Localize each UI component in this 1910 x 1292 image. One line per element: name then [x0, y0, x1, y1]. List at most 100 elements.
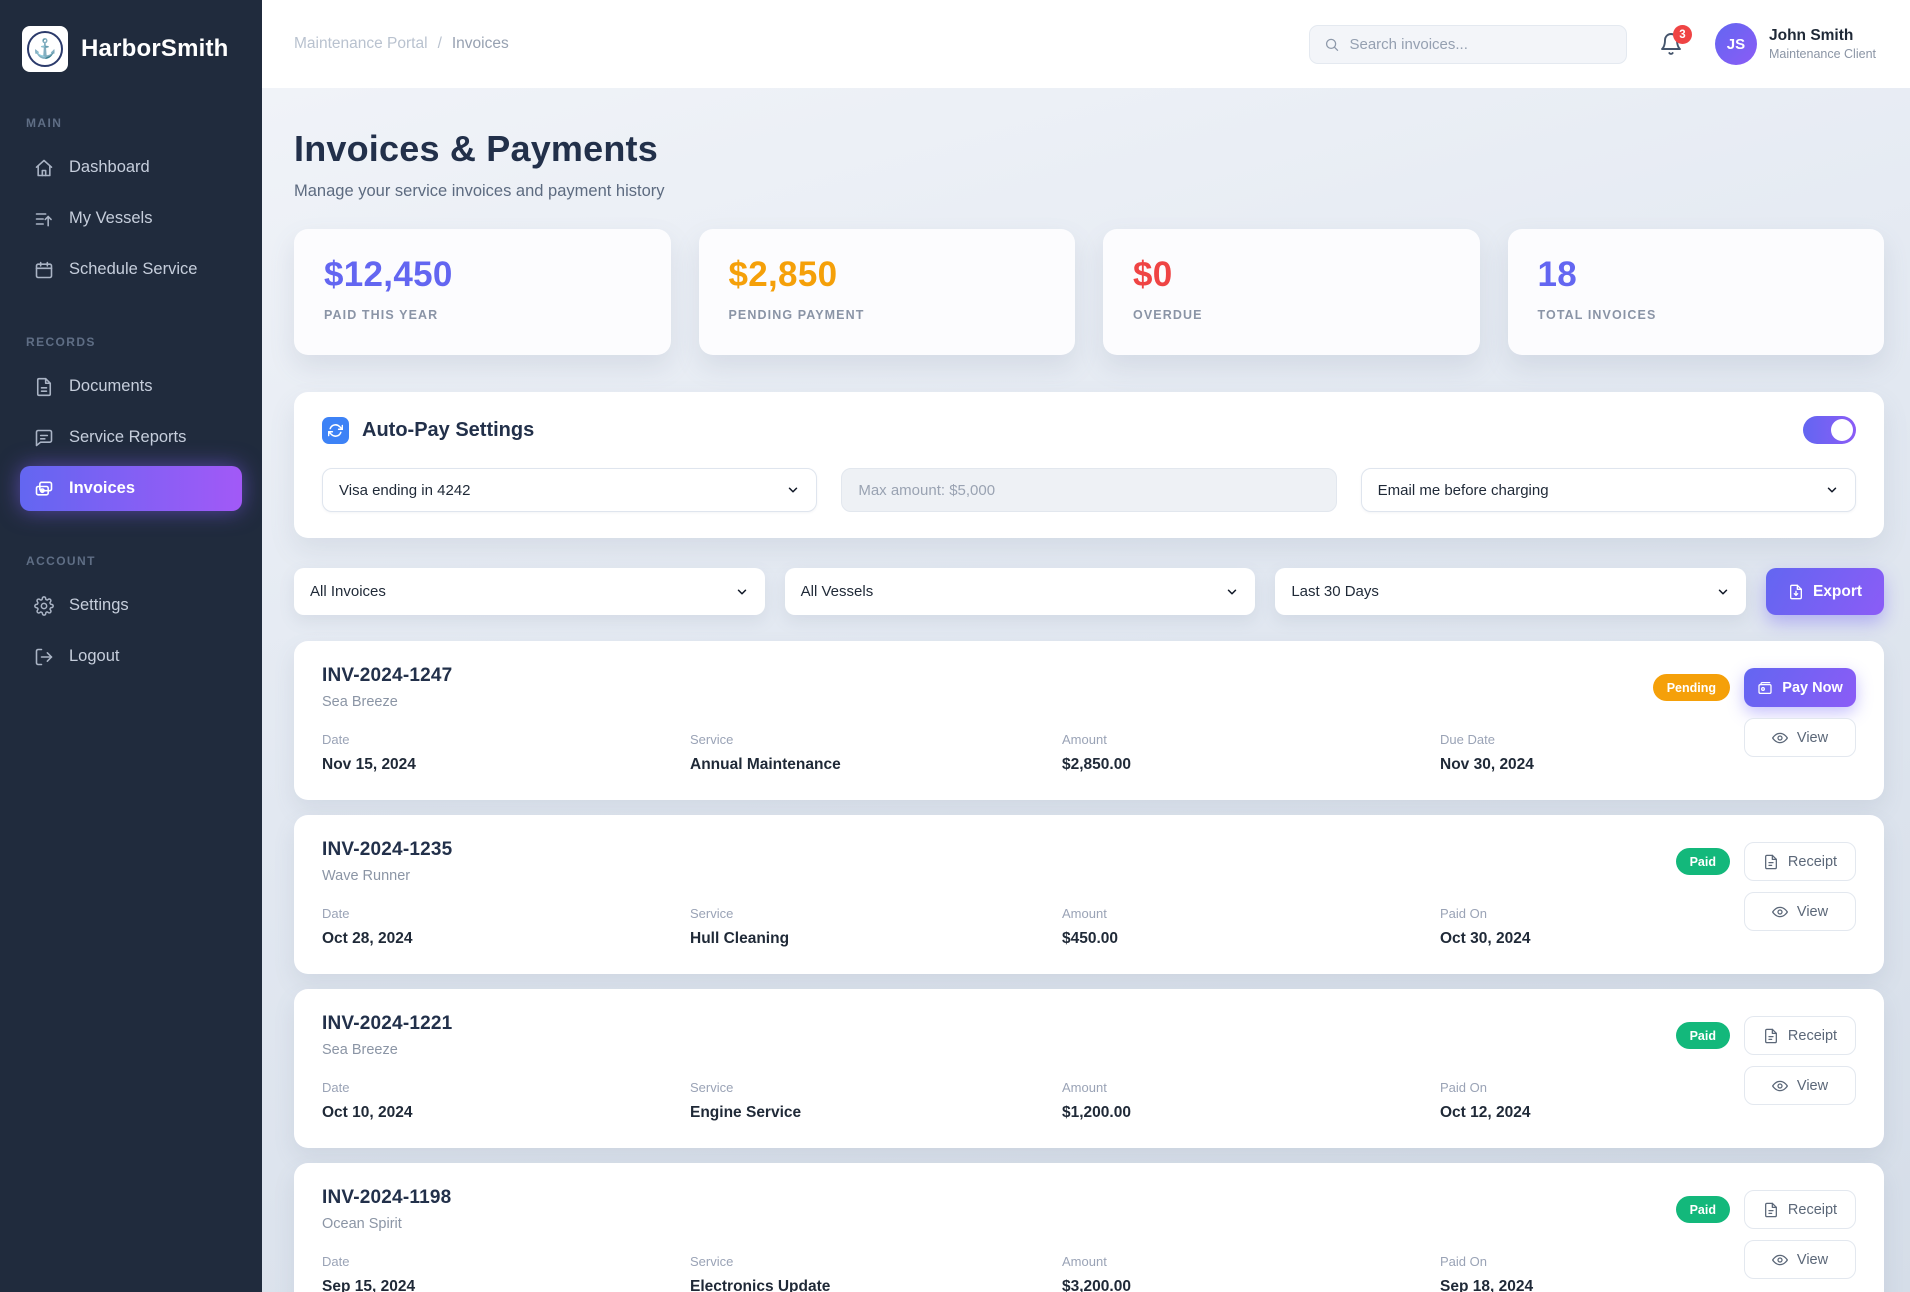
- autopay-sync-icon: [322, 416, 349, 444]
- view-button[interactable]: View: [1744, 718, 1856, 757]
- due-date-label: Due Date: [1440, 732, 1495, 747]
- receipt-button[interactable]: Receipt: [1744, 1016, 1856, 1055]
- invoice-id: INV-2024-1235: [322, 839, 453, 860]
- sidebar-item-label: Invoices: [69, 479, 136, 497]
- view-label: View: [1796, 729, 1829, 746]
- view-label: View: [1796, 1077, 1829, 1094]
- payment-method-value: Visa ending in 4242: [339, 481, 471, 499]
- view-button[interactable]: View: [1744, 1066, 1856, 1105]
- sidebar-item-label: Documents: [69, 377, 153, 395]
- amount-value: $450.00: [1062, 930, 1119, 947]
- receipt-label: Receipt: [1787, 853, 1838, 870]
- status-badge: Paid: [1675, 1196, 1730, 1223]
- receipt-button[interactable]: Receipt: [1744, 1190, 1856, 1229]
- nav-section-account: ACCOUNT: [26, 554, 96, 568]
- max-amount-field[interactable]: [858, 481, 1320, 499]
- due-date-value: Nov 30, 2024: [1440, 756, 1534, 773]
- sidebar-item-settings[interactable]: Settings: [20, 583, 242, 628]
- sidebar: ⚓ HarborSmith MAIN Dashboard My Vessels …: [0, 0, 262, 1292]
- breadcrumb-current: Invoices: [451, 35, 509, 52]
- invoice-filter-select[interactable]: All Invoices: [294, 568, 765, 615]
- date-value: Sep 15, 2024: [322, 1278, 416, 1292]
- search-input[interactable]: [1349, 35, 1612, 53]
- anchor-icon: ⚓: [27, 31, 63, 67]
- chevron-down-icon: [789, 487, 798, 493]
- date-label: Date: [322, 1080, 350, 1095]
- payment-method-select[interactable]: Visa ending in 4242: [322, 468, 818, 512]
- stat-label: TOTAL INVOICES: [1537, 308, 1657, 322]
- invoice-filter-value: All Invoices: [310, 583, 386, 600]
- nav-section-main: MAIN: [26, 116, 63, 130]
- eye-icon: [1771, 1080, 1788, 1091]
- status-badge: Paid: [1675, 1022, 1730, 1049]
- sidebar-item-logout[interactable]: Logout: [20, 634, 242, 679]
- stat-value: $0: [1133, 255, 1173, 294]
- sidebar-item-label: Dashboard: [69, 158, 150, 176]
- avatar: JS: [1714, 23, 1757, 65]
- autopay-toggle[interactable]: [1803, 416, 1856, 444]
- date-filter-select[interactable]: Last 30 Days: [1275, 568, 1747, 615]
- paid-on-label: Paid On: [1440, 906, 1487, 921]
- paid-on-label: Paid On: [1440, 1080, 1487, 1095]
- calendar-icon: [35, 261, 53, 278]
- amount-value: $1,200.00: [1062, 1104, 1131, 1121]
- sidebar-item-my-vessels[interactable]: My Vessels: [20, 196, 242, 241]
- logout-icon: [35, 648, 53, 665]
- sidebar-item-documents[interactable]: Documents: [20, 364, 242, 409]
- pay-now-label: Pay Now: [1782, 679, 1843, 696]
- stat-card-paid-this-year: $12,450 PAID THIS YEAR: [294, 229, 671, 355]
- brand-logo: ⚓: [22, 26, 68, 72]
- eye-icon: [1771, 732, 1788, 743]
- chevron-down-icon: [737, 588, 746, 595]
- invoice-list: INV-2024-1247 Sea Breeze Date Nov 15, 202…: [294, 641, 1884, 1292]
- stat-label: OVERDUE: [1133, 308, 1203, 322]
- notification-badge: 3: [1672, 25, 1692, 44]
- sidebar-item-dashboard[interactable]: Dashboard: [20, 145, 242, 190]
- sidebar-item-service-reports[interactable]: Service Reports: [20, 415, 242, 460]
- stats-row: $12,450 PAID THIS YEAR $2,850 PENDING PA…: [294, 229, 1884, 355]
- pay-now-button[interactable]: Pay Now: [1744, 668, 1856, 707]
- vessel-filter-value: All Vessels: [800, 583, 874, 600]
- home-icon: [35, 159, 53, 176]
- notify-option-select[interactable]: Email me before charging: [1360, 468, 1856, 512]
- sidebar-item-schedule-service[interactable]: Schedule Service: [20, 247, 242, 292]
- notify-option-value: Email me before charging: [1377, 481, 1549, 499]
- list-arrow-icon: [35, 212, 52, 226]
- sidebar-item-label: Schedule Service: [69, 260, 198, 278]
- service-label: Service: [690, 732, 734, 747]
- bell-icon: [1661, 33, 1681, 55]
- date-filter-value: Last 30 Days: [1291, 583, 1379, 600]
- receipt-icon: [1764, 1202, 1777, 1217]
- stat-label: PAID THIS YEAR: [324, 308, 439, 322]
- export-button[interactable]: Export: [1766, 568, 1885, 615]
- amount-label: Amount: [1062, 906, 1107, 921]
- service-label: Service: [690, 906, 734, 921]
- invoice-id: INV-2024-1221: [322, 1013, 453, 1034]
- service-value: Hull Cleaning: [690, 930, 790, 947]
- date-value: Oct 28, 2024: [322, 930, 413, 947]
- breadcrumb-root[interactable]: Maintenance Portal: [294, 35, 428, 52]
- stat-value: $12,450: [324, 255, 453, 294]
- sidebar-item-label: Logout: [69, 647, 120, 665]
- view-label: View: [1796, 1251, 1829, 1268]
- notifications-button[interactable]: 3: [1659, 25, 1692, 56]
- vessel-filter-select[interactable]: All Vessels: [784, 568, 1256, 615]
- eye-icon: [1771, 1254, 1788, 1265]
- view-button[interactable]: View: [1744, 892, 1856, 931]
- view-button[interactable]: View: [1744, 1240, 1856, 1279]
- topbar: Maintenance Portal / Invoices 3 JS John …: [262, 0, 1910, 88]
- user-menu[interactable]: JS John Smith Maintenance Client: [1714, 23, 1876, 65]
- sidebar-item-invoices[interactable]: Invoices: [20, 466, 242, 511]
- paid-on-value: Oct 12, 2024: [1440, 1104, 1531, 1121]
- search-icon: [1325, 38, 1339, 51]
- receipt-button[interactable]: Receipt: [1744, 842, 1856, 881]
- invoice-row: INV-2024-1221 Sea Breeze Date Oct 10, 202…: [294, 989, 1884, 1148]
- invoice-row: INV-2024-1247 Sea Breeze Date Nov 15, 202…: [294, 641, 1884, 800]
- user-role: Maintenance Client: [1768, 47, 1876, 61]
- autopay-title: Auto-Pay Settings: [362, 418, 535, 441]
- max-amount-field-wrap: [841, 468, 1337, 512]
- stat-card-pending-payment: $2,850 PENDING PAYMENT: [698, 229, 1075, 355]
- invoice-vessel: Sea Breeze: [322, 694, 398, 710]
- breadcrumb: Maintenance Portal / Invoices: [294, 35, 509, 53]
- amount-value: $2,850.00: [1062, 756, 1131, 773]
